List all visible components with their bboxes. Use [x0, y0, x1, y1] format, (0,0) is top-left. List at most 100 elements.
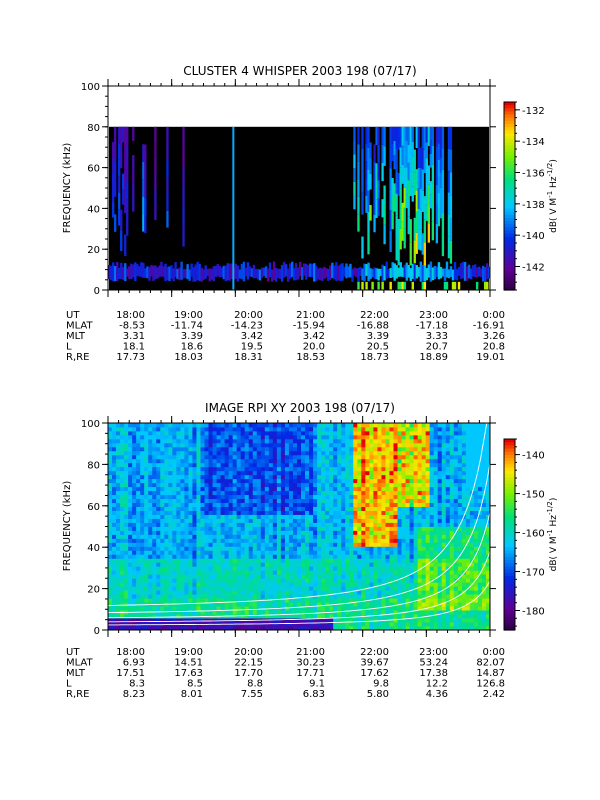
panel2-cell	[333, 446, 338, 452]
panel2-cell	[333, 606, 338, 611]
panel2-cell	[232, 538, 238, 543]
panel2-cell	[325, 578, 330, 583]
panel2-cell	[393, 506, 398, 511]
panel2-cell	[224, 482, 230, 488]
panel2-cell	[112, 550, 117, 555]
panel1-cell	[357, 144, 360, 162]
panel2-cell	[429, 474, 435, 480]
panel2-cell	[381, 502, 386, 507]
panel2-cell	[276, 434, 282, 440]
panel2-cell	[144, 570, 149, 575]
panel2-cell	[301, 474, 306, 480]
panel2-cell	[425, 522, 431, 527]
panel2-cell	[284, 534, 290, 539]
panel2-cell	[429, 530, 435, 535]
panel2-cell	[120, 562, 125, 567]
panel2-cell	[144, 502, 149, 507]
panel2-cell	[180, 618, 185, 623]
panel2-cell	[353, 423, 358, 428]
panel2-cell	[148, 454, 153, 460]
panel2-cell	[425, 534, 431, 539]
panel2-cell	[425, 538, 431, 543]
panel1-cell	[461, 261, 465, 279]
panel2-cell	[349, 498, 354, 504]
panel2-cell	[224, 486, 230, 492]
panel2-cell	[188, 498, 193, 504]
panel2-cell	[204, 478, 209, 484]
panel2-cell	[349, 622, 354, 627]
panel2-cell	[305, 606, 310, 611]
panel2-cell	[292, 434, 298, 440]
panel2-cell	[413, 610, 419, 615]
panel2-cell	[156, 530, 161, 535]
panel2-cell	[268, 614, 274, 619]
panel2-cell	[164, 618, 169, 623]
panel2-cell	[389, 458, 394, 464]
panel1-cell	[417, 147, 420, 168]
panel2-cell	[353, 618, 358, 623]
panel2-cell	[156, 474, 161, 480]
panel2-cell	[244, 542, 250, 547]
panel2-cell	[168, 546, 173, 551]
panel1-cell	[148, 266, 151, 281]
panel2-cell	[212, 454, 217, 460]
panel2-cell	[361, 506, 366, 511]
panel2-cell	[421, 454, 427, 460]
panel2-cell	[333, 510, 338, 515]
panel2-cell	[329, 534, 334, 539]
panel2-cell	[365, 454, 370, 460]
panel2-cell	[176, 562, 181, 567]
panel2-cell	[429, 534, 435, 539]
panel2-cell	[353, 542, 358, 547]
panel2-cell	[128, 566, 133, 571]
panel2-cell	[288, 622, 294, 627]
panel2-cell	[200, 466, 205, 472]
panel2-cell	[280, 586, 286, 591]
panel2-cell	[156, 490, 161, 496]
panel2-cell	[325, 590, 330, 595]
panel2-cell	[413, 470, 419, 476]
panel2-cell	[172, 542, 177, 547]
panel2-cell	[341, 442, 346, 448]
panel2-cell	[208, 510, 213, 515]
panel2-cell	[337, 423, 342, 428]
panel2-cell	[284, 434, 290, 440]
panel2-cell	[240, 594, 246, 599]
panel2-cell	[240, 510, 246, 515]
panel2-cell	[369, 446, 374, 452]
panel2-cell	[276, 562, 282, 567]
panel1-ephemeris-value: 23:00	[419, 310, 448, 321]
panel2-cell	[433, 602, 439, 607]
panel2-cell	[264, 510, 270, 515]
panel2-cell	[260, 542, 266, 547]
panel2-cell	[389, 574, 394, 579]
panel2-cell	[264, 614, 270, 619]
panel2-cell	[409, 442, 414, 448]
panel2-cell	[329, 550, 334, 555]
panel2-cell	[148, 578, 153, 583]
panel2-cell	[120, 454, 125, 460]
panel2-cell	[108, 618, 113, 623]
panel2-cell	[284, 542, 290, 547]
panel2-cell	[292, 466, 298, 472]
panel2-cell	[409, 538, 414, 543]
panel2-cell	[421, 522, 427, 527]
panel1-cell	[403, 187, 406, 208]
panel2-cell	[144, 562, 149, 567]
panel2-cell	[260, 614, 266, 619]
panel1-colorbar-segment	[504, 102, 515, 106]
panel2-cell	[212, 423, 217, 428]
panel2-cell	[365, 478, 370, 484]
panel1-cell	[399, 229, 402, 250]
panel1-cell	[411, 126, 414, 142]
panel2-cell	[232, 542, 238, 547]
panel2-cell	[224, 514, 230, 519]
panel2-cell	[393, 514, 398, 519]
panel2-cell	[240, 474, 246, 480]
panel2-cell	[292, 458, 298, 464]
panel2-cell	[292, 622, 298, 627]
panel2-cell	[313, 606, 318, 611]
panel2-cell	[357, 626, 362, 631]
panel2-cell	[124, 614, 129, 619]
panel1-cell	[132, 183, 135, 198]
